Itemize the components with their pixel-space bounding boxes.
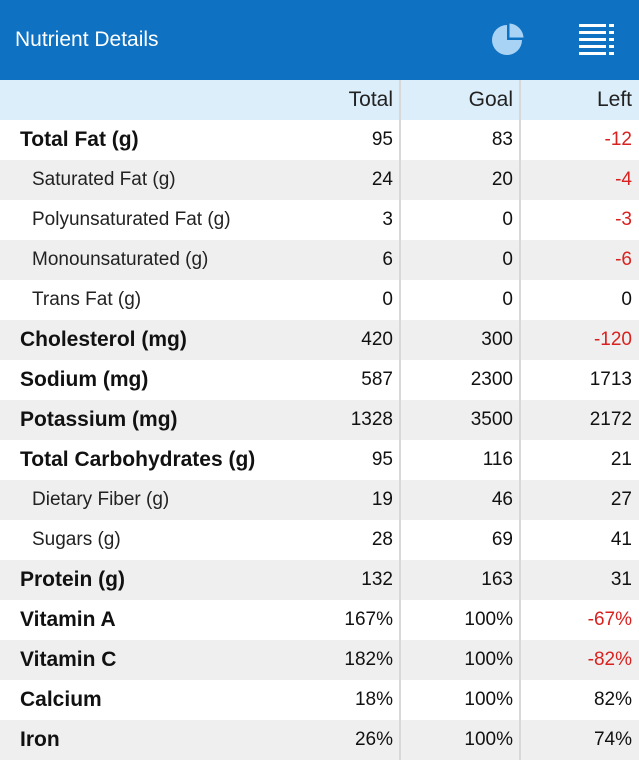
goal-value: 300 xyxy=(481,329,513,350)
total-value: 26% xyxy=(354,729,393,750)
total-value: 0 xyxy=(382,289,393,310)
list-icon xyxy=(579,24,614,55)
page-title: Nutrient Details xyxy=(15,28,159,51)
goal-value: 0 xyxy=(502,209,513,230)
nutrient-table: Total Goal Left Total Fat (g) 95 83 -12 Satu… xyxy=(0,80,639,760)
total-value: 167% xyxy=(344,609,393,630)
left-value: 0 xyxy=(621,289,632,310)
left-value: 82% xyxy=(593,689,632,710)
table-row[interactable]: Iron 26% 100% 74% xyxy=(0,720,639,760)
nutrient-name: Polyunsaturated Fat (g) xyxy=(32,209,231,230)
left-value: -6 xyxy=(615,249,632,270)
total-value: 1328 xyxy=(350,409,393,430)
total-value: 6 xyxy=(382,249,393,270)
table-row[interactable]: Sodium (mg) 587 2300 1713 xyxy=(0,360,639,400)
goal-value: 100% xyxy=(464,609,513,630)
left-value: 1713 xyxy=(589,369,632,390)
total-value: 19 xyxy=(371,489,393,510)
nutrient-name: Vitamin C xyxy=(20,648,117,671)
table-row[interactable]: Total Carbohydrates (g) 95 116 21 xyxy=(0,440,639,480)
goal-value: 116 xyxy=(482,449,513,470)
left-value: 2172 xyxy=(589,409,632,430)
column-header-goal: Goal xyxy=(468,88,513,111)
pie-chart-button[interactable] xyxy=(490,22,526,58)
nutrient-name: Protein (g) xyxy=(20,568,125,591)
left-value: 31 xyxy=(610,569,632,590)
goal-value: 0 xyxy=(502,249,513,270)
table-row[interactable]: Total Fat (g) 95 83 -12 xyxy=(0,120,639,160)
left-value: -120 xyxy=(593,329,632,350)
goal-value: 46 xyxy=(491,489,513,510)
left-value: -4 xyxy=(615,169,632,190)
table-row[interactable]: Vitamin C 182% 100% -82% xyxy=(0,640,639,680)
nutrient-name: Monounsaturated (g) xyxy=(32,249,209,270)
goal-value: 20 xyxy=(491,169,513,190)
total-value: 95 xyxy=(371,449,393,470)
goal-value: 83 xyxy=(491,129,513,150)
left-value: -3 xyxy=(615,209,632,230)
nutrient-name: Potassium (mg) xyxy=(20,408,178,431)
left-value: -82% xyxy=(587,649,632,670)
left-value: -12 xyxy=(604,129,632,150)
total-value: 95 xyxy=(371,129,393,150)
pie-chart-icon xyxy=(492,23,524,55)
goal-value: 163 xyxy=(481,569,513,590)
total-value: 132 xyxy=(361,569,393,590)
total-value: 24 xyxy=(371,169,393,190)
table-row[interactable]: Cholesterol (mg) 420 300 -120 xyxy=(0,320,639,360)
total-value: 587 xyxy=(361,369,393,390)
column-header-total: Total xyxy=(348,88,393,111)
total-value: 182% xyxy=(344,649,393,670)
table-row[interactable]: Saturated Fat (g) 24 20 -4 xyxy=(0,160,639,200)
nutrient-name: Saturated Fat (g) xyxy=(32,169,176,190)
left-value: 27 xyxy=(610,489,632,510)
list-view-button[interactable] xyxy=(578,22,616,58)
table-row[interactable]: Dietary Fiber (g) 19 46 27 xyxy=(0,480,639,520)
nutrient-name: Sodium (mg) xyxy=(20,368,149,391)
table-row[interactable]: Polyunsaturated Fat (g) 3 0 -3 xyxy=(0,200,639,240)
goal-value: 100% xyxy=(464,689,513,710)
goal-value: 100% xyxy=(464,729,513,750)
nutrient-name: Cholesterol (mg) xyxy=(20,328,187,351)
nutrient-name: Iron xyxy=(20,728,60,751)
nutrient-name: Calcium xyxy=(20,688,102,711)
table-row[interactable]: Potassium (mg) 1328 3500 2172 xyxy=(0,400,639,440)
goal-value: 3500 xyxy=(470,409,513,430)
table-row[interactable]: Trans Fat (g) 0 0 0 xyxy=(0,280,639,320)
goal-value: 0 xyxy=(502,289,513,310)
nutrient-name: Total Fat (g) xyxy=(20,128,139,151)
nutrient-name: Trans Fat (g) xyxy=(32,289,142,310)
total-value: 18% xyxy=(354,689,393,710)
total-value: 420 xyxy=(361,329,393,350)
left-value: 21 xyxy=(610,449,632,470)
goal-value: 100% xyxy=(464,649,513,670)
total-value: 3 xyxy=(382,209,393,230)
total-value: 28 xyxy=(371,529,393,550)
column-divider xyxy=(519,80,521,760)
table-row[interactable]: Monounsaturated (g) 6 0 -6 xyxy=(0,240,639,280)
column-divider xyxy=(399,80,401,760)
app-header: Nutrient Details xyxy=(0,0,639,80)
column-header-left: Left xyxy=(596,88,632,111)
nutrient-name: Total Carbohydrates (g) xyxy=(20,448,256,471)
left-value: -67% xyxy=(587,609,632,630)
left-value: 41 xyxy=(610,529,632,550)
table-header-row: Total Goal Left xyxy=(0,80,639,120)
table-row[interactable]: Sugars (g) 28 69 41 xyxy=(0,520,639,560)
nutrient-name: Sugars (g) xyxy=(32,529,121,550)
table-row[interactable]: Calcium 18% 100% 82% xyxy=(0,680,639,720)
table-row[interactable]: Protein (g) 132 163 31 xyxy=(0,560,639,600)
goal-value: 2300 xyxy=(470,369,513,390)
left-value: 74% xyxy=(593,729,632,750)
nutrient-name: Dietary Fiber (g) xyxy=(32,489,170,510)
goal-value: 69 xyxy=(491,529,513,550)
table-row[interactable]: Vitamin A 167% 100% -67% xyxy=(0,600,639,640)
nutrient-name: Vitamin A xyxy=(20,608,116,631)
